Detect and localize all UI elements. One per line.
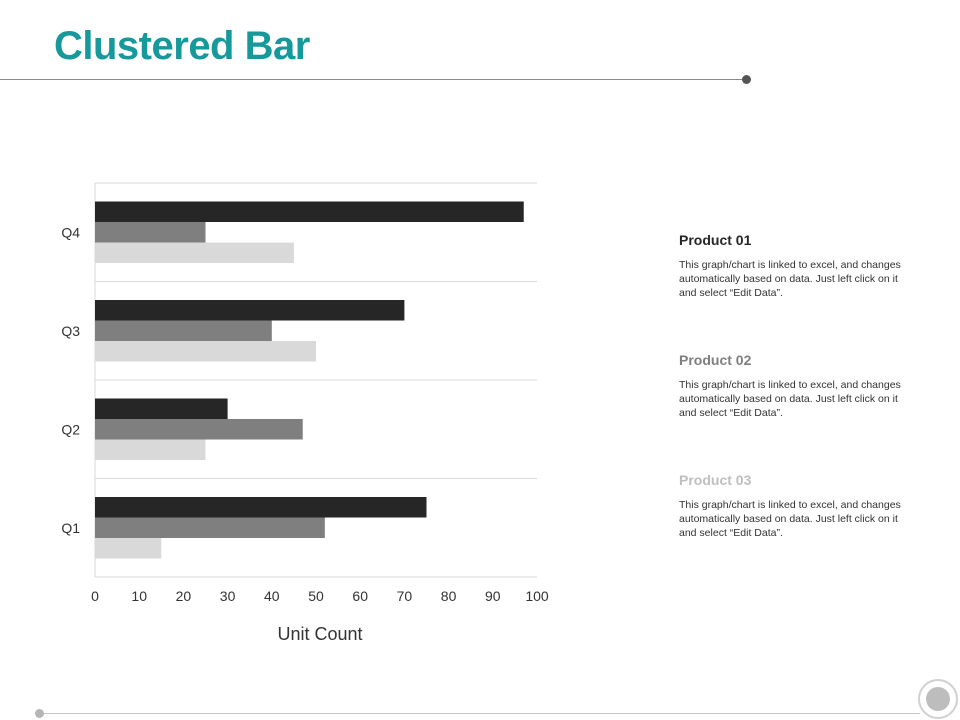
x-axis-label: Unit Count <box>277 624 362 644</box>
x-tick-label: 70 <box>397 588 413 604</box>
x-tick-label: 0 <box>91 588 99 604</box>
bar-q1-product-03 <box>95 538 162 559</box>
legend-description: This graph/chart is linked to excel, and… <box>679 499 901 539</box>
x-tick-label: 50 <box>308 588 324 604</box>
bar-q1-product-01 <box>95 497 427 518</box>
x-tick-label: 10 <box>131 588 147 604</box>
bar-q4-product-02 <box>95 222 206 243</box>
y-tick-label: Q2 <box>61 421 80 437</box>
legend-name: Product 03 <box>679 472 752 488</box>
x-tick-label: 30 <box>220 588 236 604</box>
footer-dot <box>35 709 44 718</box>
x-tick-label: 60 <box>352 588 368 604</box>
title-divider <box>0 79 746 80</box>
legend-item-product-01: Product 01 This graph/chart is linked to… <box>679 232 919 300</box>
footer-divider <box>40 713 920 714</box>
corner-circle-fill <box>926 687 950 711</box>
x-tick-label: 80 <box>441 588 457 604</box>
bar-q1-product-02 <box>95 517 325 538</box>
legend-item-product-03: Product 03 This graph/chart is linked to… <box>679 472 919 540</box>
bar-q3-product-03 <box>95 341 316 362</box>
legend-description: This graph/chart is linked to excel, and… <box>679 259 901 299</box>
bar-q3-product-01 <box>95 300 405 321</box>
bar-q2-product-02 <box>95 419 303 440</box>
y-tick-label: Q4 <box>61 224 80 240</box>
x-tick-label: 40 <box>264 588 280 604</box>
divider-end-dot <box>742 75 751 84</box>
bar-q3-product-02 <box>95 320 272 341</box>
bar-q4-product-03 <box>95 242 294 263</box>
slide-title: Clustered Bar <box>54 24 310 68</box>
y-tick-label: Q3 <box>61 323 80 339</box>
x-tick-label: 100 <box>525 588 549 604</box>
legend-description: This graph/chart is linked to excel, and… <box>679 379 901 419</box>
x-tick-label: 90 <box>485 588 501 604</box>
corner-circle-icon <box>918 679 958 719</box>
y-tick-label: Q1 <box>61 520 80 536</box>
legend-name: Product 01 <box>679 232 752 248</box>
legend-name: Product 02 <box>679 352 752 368</box>
bar-q4-product-01 <box>95 201 524 222</box>
x-tick-label: 20 <box>176 588 192 604</box>
bar-q2-product-01 <box>95 398 228 419</box>
bar-q2-product-03 <box>95 439 206 460</box>
legend-item-product-02: Product 02 This graph/chart is linked to… <box>679 352 919 420</box>
